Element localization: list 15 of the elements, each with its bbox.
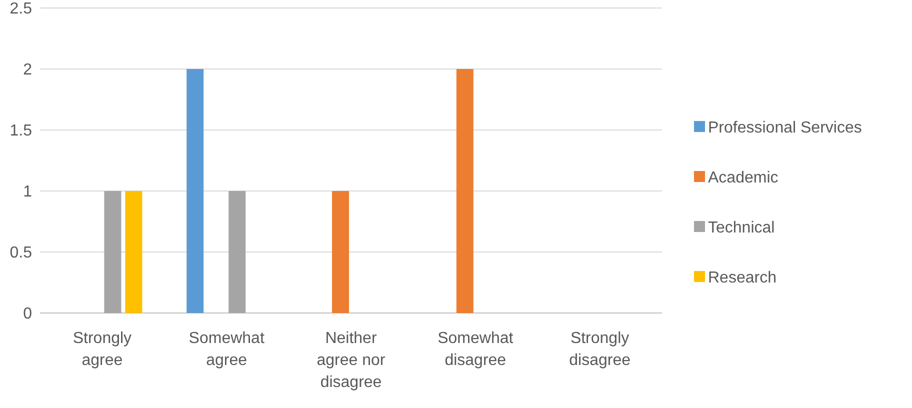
y-tick-label: 0 <box>23 306 32 323</box>
legend-label: Professional Services <box>708 120 862 137</box>
y-tick-label: 2 <box>23 62 32 79</box>
legend-label: Technical <box>708 220 775 237</box>
legend-label: Research <box>708 270 776 287</box>
x-tick-label: Strongly disagree <box>569 330 631 369</box>
legend-label: Academic <box>708 170 778 187</box>
y-tick-label: 0.5 <box>10 244 32 262</box>
y-tick-label: 1 <box>23 184 32 201</box>
x-tick-label: Strongly agree <box>72 330 132 369</box>
x-tick-label: Neither agree nor disagree <box>316 330 386 391</box>
x-tick-label: Somewhat agree <box>188 330 265 369</box>
y-tick-label: 1.5 <box>10 122 32 140</box>
x-tick-label: Somewhat disagree <box>438 330 514 369</box>
y-tick-label: 2.5 <box>10 0 32 18</box>
